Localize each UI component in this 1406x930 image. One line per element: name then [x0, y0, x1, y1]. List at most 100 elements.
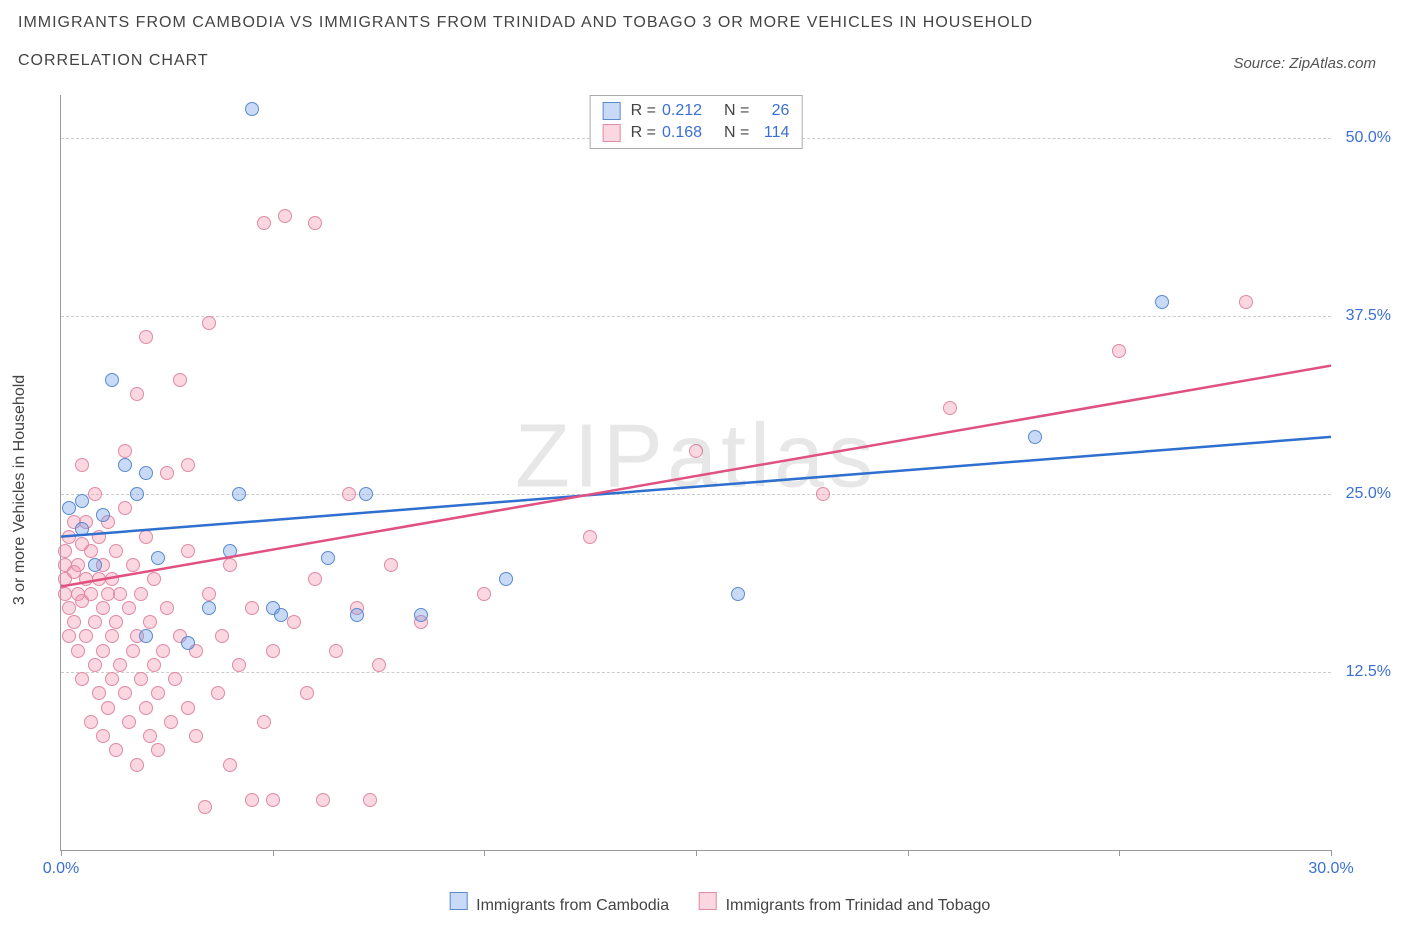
scatter-point — [257, 216, 271, 230]
scatter-point — [215, 629, 229, 643]
scatter-point — [134, 587, 148, 601]
n-value-1: 114 — [755, 122, 789, 144]
scatter-point — [139, 701, 153, 715]
x-tick — [484, 850, 485, 856]
scatter-point — [342, 487, 356, 501]
scatter-point — [118, 686, 132, 700]
scatter-point — [308, 572, 322, 586]
x-tick — [908, 850, 909, 856]
scatter-point — [943, 401, 957, 415]
scatter-point — [173, 373, 187, 387]
scatter-point — [300, 686, 314, 700]
scatter-point — [223, 758, 237, 772]
scatter-point — [79, 629, 93, 643]
x-tick — [61, 850, 62, 856]
legend-label-0: Immigrants from Cambodia — [476, 897, 669, 914]
scatter-point — [92, 530, 106, 544]
scatter-point — [363, 793, 377, 807]
scatter-point — [287, 615, 301, 629]
scatter-point — [62, 629, 76, 643]
legend-swatch-b0 — [450, 892, 468, 910]
scatter-point — [245, 102, 259, 116]
scatter-point — [202, 316, 216, 330]
legend-bottom-item-1: Immigrants from Trinidad and Tobago — [699, 892, 990, 915]
x-tick — [1331, 850, 1332, 856]
scatter-point — [96, 601, 110, 615]
scatter-point — [274, 608, 288, 622]
scatter-point — [105, 629, 119, 643]
y-tick-label: 50.0% — [1346, 129, 1391, 147]
scatter-point — [122, 715, 136, 729]
scatter-point — [147, 572, 161, 586]
scatter-point — [689, 444, 703, 458]
gridline-h — [61, 494, 1331, 495]
scatter-point — [130, 758, 144, 772]
scatter-point — [308, 216, 322, 230]
y-tick-label: 12.5% — [1346, 663, 1391, 681]
scatter-point — [126, 558, 140, 572]
scatter-point — [118, 501, 132, 515]
scatter-point — [75, 672, 89, 686]
scatter-point — [139, 466, 153, 480]
scatter-point — [232, 658, 246, 672]
chart-container: ZIPatlas R = 0.212 N = 26 R = 0.168 N = … — [60, 95, 1380, 885]
legend-bottom: Immigrants from Cambodia Immigrants from… — [450, 892, 991, 915]
scatter-point — [816, 487, 830, 501]
scatter-point — [118, 458, 132, 472]
scatter-point — [88, 487, 102, 501]
scatter-point — [88, 615, 102, 629]
scatter-point — [75, 458, 89, 472]
scatter-point — [384, 558, 398, 572]
scatter-point — [278, 209, 292, 223]
scatter-point — [266, 793, 280, 807]
r-value-0: 0.212 — [662, 100, 702, 122]
legend-stats-row-0: R = 0.212 N = 26 — [603, 100, 790, 122]
legend-swatch-0 — [603, 102, 621, 120]
scatter-point — [350, 608, 364, 622]
scatter-point — [198, 800, 212, 814]
scatter-point — [105, 373, 119, 387]
scatter-point — [96, 508, 110, 522]
trend-lines — [61, 95, 1331, 850]
scatter-point — [245, 793, 259, 807]
scatter-point — [71, 644, 85, 658]
scatter-point — [118, 444, 132, 458]
gridline-h — [61, 316, 1331, 317]
scatter-point — [143, 729, 157, 743]
scatter-point — [96, 644, 110, 658]
legend-bottom-item-0: Immigrants from Cambodia — [450, 892, 669, 915]
scatter-point — [223, 558, 237, 572]
source-label: Source: ZipAtlas.com — [1233, 55, 1376, 72]
scatter-point — [113, 658, 127, 672]
scatter-point — [168, 672, 182, 686]
title-line-2: CORRELATION CHART — [18, 52, 209, 70]
scatter-point — [499, 572, 513, 586]
n-label: N = — [724, 100, 749, 122]
x-tick-label: 0.0% — [43, 860, 79, 878]
scatter-point — [189, 729, 203, 743]
y-tick-label: 25.0% — [1346, 485, 1391, 503]
scatter-point — [134, 672, 148, 686]
scatter-point — [266, 644, 280, 658]
x-tick-label: 30.0% — [1308, 860, 1353, 878]
scatter-point — [126, 644, 140, 658]
scatter-point — [1112, 344, 1126, 358]
title-line-1: IMMIGRANTS FROM CAMBODIA VS IMMIGRANTS F… — [18, 14, 1033, 32]
scatter-point — [139, 629, 153, 643]
scatter-point — [181, 636, 195, 650]
n-label: N = — [724, 122, 749, 144]
scatter-point — [232, 487, 246, 501]
scatter-point — [130, 487, 144, 501]
scatter-point — [84, 587, 98, 601]
scatter-point — [414, 608, 428, 622]
scatter-point — [181, 544, 195, 558]
scatter-point — [160, 601, 174, 615]
x-tick — [696, 850, 697, 856]
legend-swatch-b1 — [699, 892, 717, 910]
scatter-point — [321, 551, 335, 565]
scatter-point — [316, 793, 330, 807]
scatter-point — [139, 330, 153, 344]
scatter-point — [88, 558, 102, 572]
scatter-point — [113, 587, 127, 601]
scatter-point — [122, 601, 136, 615]
